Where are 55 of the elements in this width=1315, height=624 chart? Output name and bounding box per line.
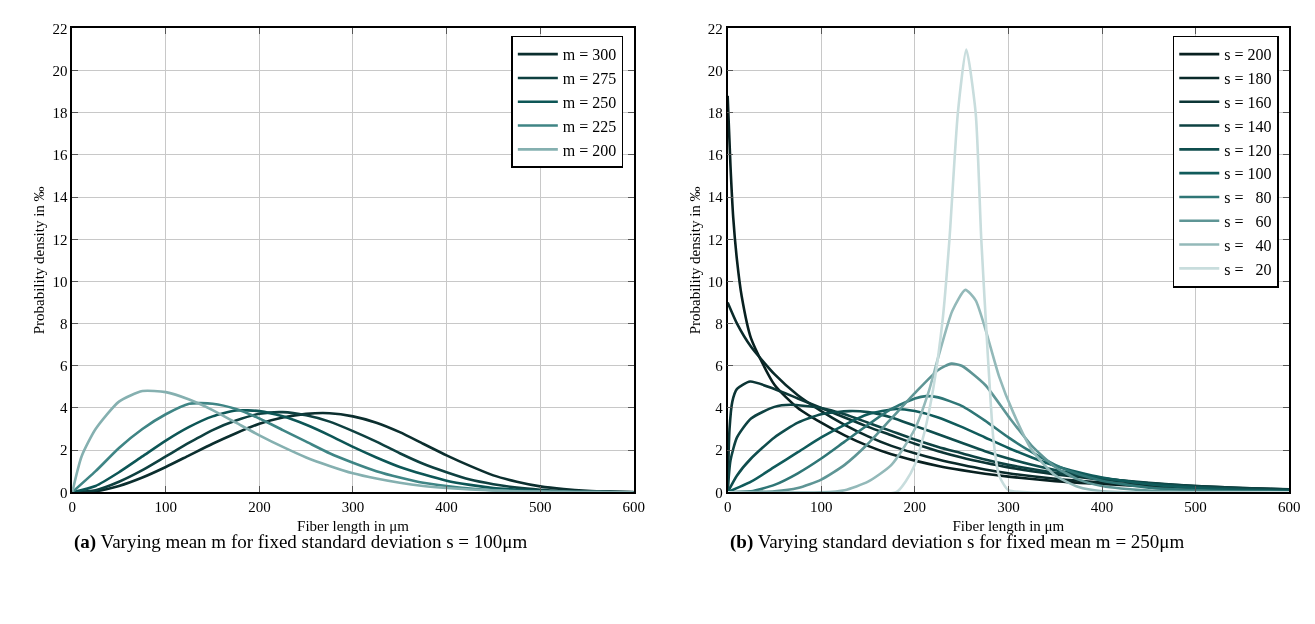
y-tick-label: 0 bbox=[59, 484, 68, 501]
y-tick-label: 14 bbox=[52, 189, 68, 206]
y-tick-label: 16 bbox=[52, 147, 68, 164]
x-tick-label: 400 bbox=[1090, 499, 1114, 516]
legend-label: s = 60 bbox=[1224, 213, 1272, 230]
y-tick-label: 6 bbox=[715, 358, 724, 375]
y-tick-label: 20 bbox=[707, 62, 723, 79]
y-axis-title: Probability density in ‰ bbox=[686, 186, 703, 335]
legend-label: s = 180 bbox=[1224, 70, 1272, 88]
legend-label: s = 140 bbox=[1224, 117, 1272, 135]
y-tick-label: 12 bbox=[52, 231, 68, 248]
y-tick-label: 18 bbox=[52, 105, 68, 122]
x-tick-label: 400 bbox=[435, 499, 458, 516]
y-tick-label: 22 bbox=[707, 20, 723, 37]
legend-label: m = 225 bbox=[562, 117, 617, 135]
x-tick-label: 300 bbox=[341, 499, 365, 516]
y-tick-label: 2 bbox=[715, 442, 723, 459]
x-axis-title: Fiber length in μm bbox=[297, 517, 410, 534]
y-tick-label: 4 bbox=[59, 400, 68, 417]
x-tick-label: 500 bbox=[528, 499, 552, 516]
legend-label: s = 80 bbox=[1224, 189, 1272, 207]
x-axis-title: Fiber length in μm bbox=[952, 517, 1065, 534]
y-tick-label: 8 bbox=[59, 315, 68, 332]
x-tick-label: 500 bbox=[1184, 499, 1207, 516]
legend-label: s = 200 bbox=[1224, 46, 1272, 64]
x-tick-label: 600 bbox=[1277, 499, 1301, 516]
x-tick-label: 600 bbox=[622, 499, 645, 516]
x-tick-label: 200 bbox=[903, 499, 927, 516]
y-tick-label: 6 bbox=[59, 358, 68, 375]
legend-label: s = 40 bbox=[1224, 236, 1272, 254]
legend-label: s = 160 bbox=[1224, 94, 1272, 111]
y-tick-label: 22 bbox=[52, 20, 68, 37]
y-tick-label: 12 bbox=[707, 231, 723, 248]
y-tick-label: 14 bbox=[707, 189, 724, 206]
y-tick-label: 2 bbox=[59, 442, 68, 459]
x-tick-label: 100 bbox=[154, 499, 178, 516]
legend-label: m = 200 bbox=[562, 141, 617, 159]
y-tick-label: 4 bbox=[715, 400, 724, 417]
y-tick-label: 16 bbox=[707, 147, 724, 164]
y-tick-label: 18 bbox=[707, 105, 723, 122]
legend-label: m = 300 bbox=[562, 46, 617, 64]
legend-label: m = 275 bbox=[562, 70, 617, 88]
x-tick-label: 300 bbox=[997, 499, 1020, 516]
legend-label: s = 100 bbox=[1224, 165, 1272, 183]
x-tick-label: 100 bbox=[809, 499, 833, 516]
legend-label: m = 250 bbox=[562, 94, 617, 111]
legend-label: s = 20 bbox=[1224, 260, 1272, 278]
y-tick-label: 10 bbox=[52, 273, 68, 290]
y-tick-label: 10 bbox=[707, 273, 723, 290]
y-axis-title: Probability density in ‰ bbox=[31, 186, 48, 335]
y-tick-label: 20 bbox=[52, 62, 68, 79]
legend-label: s = 120 bbox=[1224, 141, 1272, 159]
y-tick-label: 0 bbox=[715, 484, 723, 501]
y-tick-label: 8 bbox=[715, 315, 723, 332]
x-tick-label: 200 bbox=[248, 499, 271, 516]
